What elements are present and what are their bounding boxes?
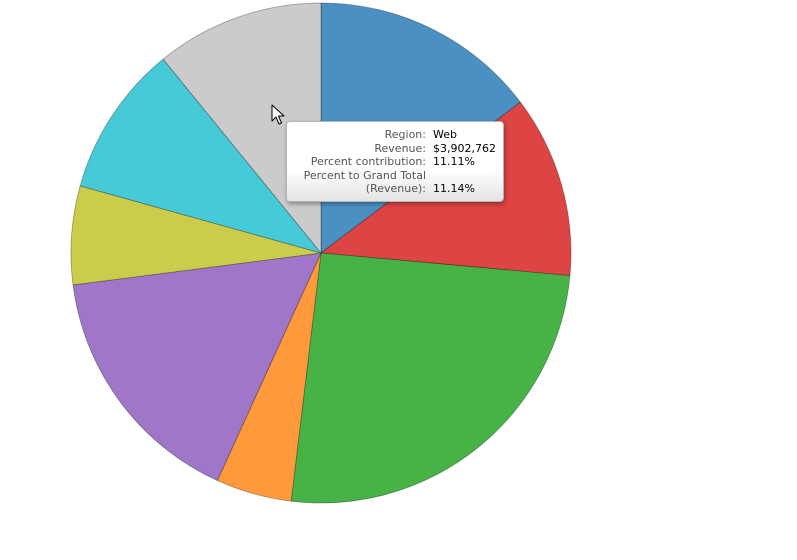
tooltip-row: Percent contribution: 11.11%: [293, 155, 497, 169]
tooltip-row: Percent to Grand Total: [293, 169, 497, 183]
tooltip-row: Region: Web: [293, 128, 497, 142]
tooltip-row: Revenue: $3,902,762: [293, 142, 497, 156]
pie-slice-5[interactable]: [72, 252, 322, 482]
tooltip-value: $3,902,762: [433, 141, 496, 155]
mouse-pointer-icon: [271, 104, 285, 125]
pie-slices: [70, 2, 572, 504]
tooltip-value: Web: [433, 128, 457, 141]
chart-tooltip: Region: Web Revenue: $3,902,762 Percent …: [286, 121, 504, 202]
tooltip-label: Percent to Grand Total: [303, 168, 426, 182]
tooltip-label: (Revenue):: [365, 182, 426, 195]
tooltip-value: 11.14%: [433, 182, 475, 195]
pie-slice-8[interactable]: [162, 2, 322, 255]
pie-slice-6[interactable]: [70, 185, 322, 286]
pie-slice-7[interactable]: [79, 58, 323, 254]
tooltip-label: Percent contribution:: [310, 155, 426, 168]
tooltip-value: [433, 169, 497, 183]
tooltip-label: Region:: [384, 128, 426, 141]
tooltip-label: Revenue:: [374, 141, 426, 155]
tooltip-value: 11.11%: [433, 155, 475, 168]
pie-slice-4[interactable]: [216, 252, 322, 502]
tooltip-row: (Revenue): 11.14%: [293, 182, 497, 196]
pie-slice-3[interactable]: [290, 252, 571, 504]
